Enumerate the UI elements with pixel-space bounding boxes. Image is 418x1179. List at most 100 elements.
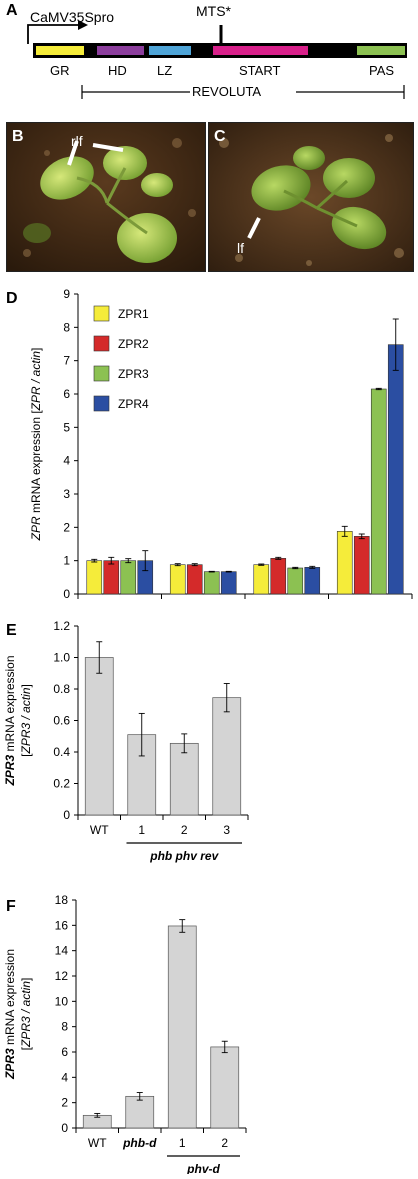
d-legend-label-zpr4: ZPR4 xyxy=(118,397,149,411)
d-y-tick-label: 3 xyxy=(63,487,70,501)
panel-f-letter: F xyxy=(6,898,16,915)
e-y-tick-label: 1.2 xyxy=(53,619,70,633)
f-bar xyxy=(125,1095,155,1129)
f-y-tick-label: 16 xyxy=(55,918,69,932)
d-y-tick-label: 4 xyxy=(63,454,70,468)
f-y-tick-label: 2 xyxy=(61,1096,68,1110)
chart-e-y-label-line2-part: ZPR3 / actin xyxy=(19,687,33,754)
f-y-tick-label: 0 xyxy=(61,1121,68,1135)
chart-e-y-label-line1: ZPR3 mRNA expression xyxy=(3,655,17,786)
f-y-tick-label: 6 xyxy=(61,1045,68,1059)
chart-d-y-label-part: ZPR xyxy=(29,516,43,541)
d-bar-zpr1 xyxy=(169,564,186,595)
d-bar-zpr3 xyxy=(120,560,137,595)
f-x-category-label: 2 xyxy=(221,1136,228,1150)
f-y-tick-label: 10 xyxy=(55,994,69,1008)
f-bar xyxy=(167,925,197,1129)
construct-diagram xyxy=(27,20,407,99)
f-x-category-label: 1 xyxy=(179,1136,186,1150)
panel-b-letter: B xyxy=(12,128,24,145)
d-y-tick-label: 1 xyxy=(63,554,70,568)
panel-c-letter: C xyxy=(214,128,226,145)
d-y-tick-label: 5 xyxy=(63,420,70,434)
promoter-arrowhead xyxy=(78,20,88,30)
chart-f-y-label-line2-part: [ xyxy=(19,1046,33,1050)
d-y-tick-label: 2 xyxy=(63,520,70,534)
panel-e-letter: E xyxy=(6,622,17,639)
chart-e-y-label-line2-part: ] xyxy=(19,684,33,687)
d-bar-zpr3 xyxy=(370,388,387,595)
domain-hd xyxy=(97,46,144,55)
f-y-tick-label: 12 xyxy=(55,969,69,983)
domain-gr xyxy=(36,46,84,55)
e-y-tick-label: 0.2 xyxy=(53,777,70,791)
d-y-tick-label: 6 xyxy=(63,387,70,401)
chart-e: 0 0.2 0.4 0.6 0.8 1.0 1.2 ZPR3 mRNA expression[… xyxy=(3,619,249,863)
d-bar-zpr1 xyxy=(253,564,270,595)
e-x-category-label: 3 xyxy=(223,823,230,837)
d-bar-zpr2 xyxy=(353,536,370,595)
e-y-tick-label: 1.0 xyxy=(53,651,70,665)
d-bar-zpr4 xyxy=(387,344,404,595)
d-bar-zpr1 xyxy=(336,531,353,595)
chart-d-y-label-part: ZPR / actin xyxy=(29,351,43,412)
domain-label-gr: GR xyxy=(50,63,70,78)
photo-panel-b xyxy=(6,122,206,272)
domain-label-lz: LZ xyxy=(157,63,173,78)
d-legend-swatch-zpr2 xyxy=(93,335,110,352)
f-y-tick-label: 4 xyxy=(61,1070,68,1084)
d-y-tick-label: 0 xyxy=(63,587,70,601)
chart-e-y-label-line1-part: mRNA expression xyxy=(3,655,17,754)
f-x-category-label: WT xyxy=(88,1136,107,1150)
domain-start xyxy=(213,46,308,55)
d-y-tick-label: 9 xyxy=(63,287,70,301)
d-y-tick-label: 8 xyxy=(63,320,70,334)
d-bar-zpr2 xyxy=(186,564,203,595)
revoluta-label: REVOLUTA xyxy=(192,84,262,99)
d-bar-zpr4 xyxy=(304,567,321,595)
chart-e-y-label-line2-part: [ xyxy=(19,753,33,757)
promoter-label: CaMV35Spro xyxy=(30,9,115,25)
d-legend-swatch-zpr1 xyxy=(93,305,110,322)
annotation-rlf: rlf xyxy=(71,133,83,149)
domain-label-hd: HD xyxy=(108,63,127,78)
d-bar-zpr2 xyxy=(270,558,287,595)
e-bar xyxy=(212,697,242,816)
e-y-tick-label: 0.6 xyxy=(53,714,70,728)
chart-e-y-label-line1-part: ZPR3 xyxy=(3,755,17,787)
d-bar-zpr3 xyxy=(203,571,220,595)
chart-d: 0 1 2 3 4 5 6 7 8 9 ZPR mRNA expression [ZPR / act… xyxy=(29,287,413,601)
d-bar-zpr4 xyxy=(220,571,237,595)
photo-b-image xyxy=(7,123,205,271)
chart-d-y-label-part: mRNA expression [ xyxy=(29,410,43,517)
e-y-tick-label: 0 xyxy=(63,808,70,822)
d-bar-zpr3 xyxy=(287,567,304,595)
d-legend-swatch-zpr4 xyxy=(93,395,110,412)
e-y-tick-label: 0.8 xyxy=(53,682,70,696)
f-group-label: phv-d xyxy=(186,1162,220,1174)
promoter-arrow-line xyxy=(27,24,78,44)
chart-e-y-label-line2: [ZPR3 / actin] xyxy=(19,684,33,757)
chart-f-y-label-line2-part: ] xyxy=(19,978,33,981)
f-x-category-label: phb-d xyxy=(122,1136,157,1150)
e-group-label: phb phv rev xyxy=(149,849,219,863)
e-y-tick-label: 0.4 xyxy=(53,745,70,759)
chart-f-y-label-line1-part: mRNA expression xyxy=(3,949,17,1048)
d-bar-zpr1 xyxy=(86,560,103,595)
e-x-category-label: 1 xyxy=(138,823,145,837)
f-y-tick-label: 14 xyxy=(55,944,69,958)
d-legend-label-zpr1: ZPR1 xyxy=(118,307,149,321)
domain-pas xyxy=(357,46,405,55)
domain-label-start: START xyxy=(239,63,281,78)
photo-panel-c xyxy=(208,122,414,272)
d-bar-zpr2 xyxy=(103,560,120,595)
chart-f-y-label-line1: ZPR3 mRNA expression xyxy=(3,949,17,1080)
chart-f-y-label-line2: [ZPR3 / actin] xyxy=(19,978,33,1051)
annotation-lf: lf xyxy=(237,240,244,256)
e-x-category-label: 2 xyxy=(181,823,188,837)
e-bar xyxy=(169,742,199,816)
mutation-label: MTS* xyxy=(196,3,231,19)
f-bar xyxy=(210,1046,240,1129)
chart-d-y-label-part: ] xyxy=(29,348,43,351)
